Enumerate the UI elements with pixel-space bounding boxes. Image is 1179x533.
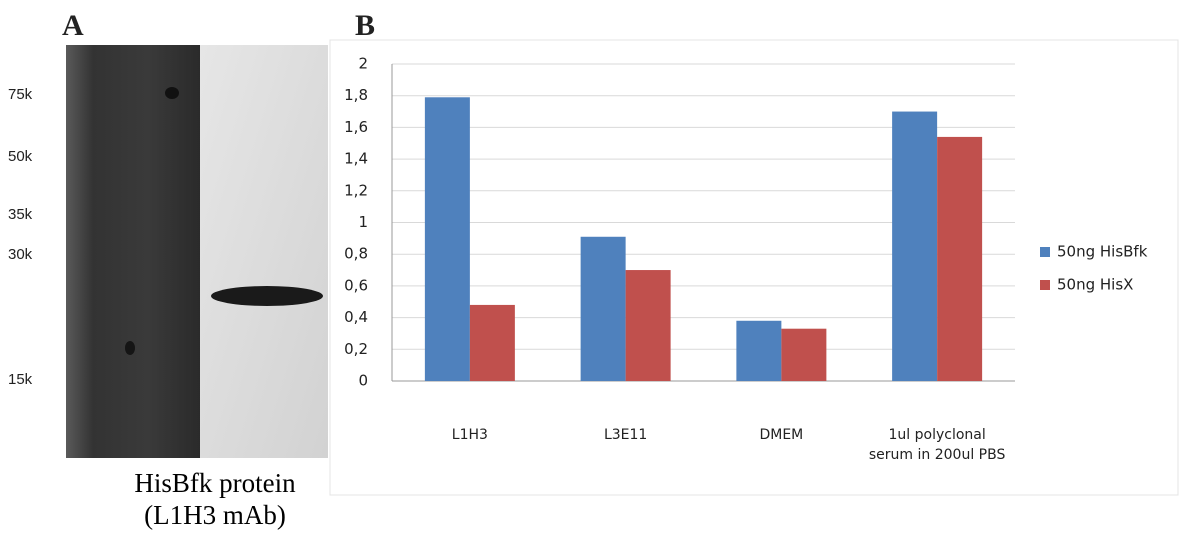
legend-swatch xyxy=(1040,247,1050,257)
y-tick-label: 0,6 xyxy=(344,276,368,294)
marker-label: 50k xyxy=(8,148,33,165)
page: A B 75k 50k 35k 30k 15k 0 0,2 0,4 0,6 0,8 1 1,2 1,4 1… xyxy=(0,0,1179,533)
blot-spot xyxy=(125,341,135,355)
y-tick-label: 1,4 xyxy=(344,150,368,168)
panel-label: A xyxy=(62,9,84,42)
blot-band xyxy=(211,286,323,306)
bar xyxy=(736,321,781,381)
x-tick-label: L3E11 xyxy=(556,425,696,445)
legend-swatch xyxy=(1040,280,1050,290)
caption: (L1H3 mAb) xyxy=(85,500,345,531)
bar xyxy=(781,329,826,381)
marker-label: 35k xyxy=(8,206,33,223)
y-tick-label: 0,8 xyxy=(344,245,368,263)
x-tick-label: L1H3 xyxy=(400,425,540,445)
marker-label: 75k xyxy=(8,86,33,103)
y-tick-label: 1 xyxy=(358,213,368,231)
y-tick-label: 0,4 xyxy=(344,308,368,326)
bar xyxy=(470,305,515,381)
y-tick-label: 2 xyxy=(358,55,368,73)
caption: HisBfk protein xyxy=(85,468,345,499)
bar xyxy=(581,237,626,381)
y-tick-label: 1,8 xyxy=(344,86,368,104)
marker-label: 15k xyxy=(8,371,33,388)
blot-lane-sample xyxy=(200,45,328,458)
legend-label: 50ng HisX xyxy=(1057,276,1133,294)
y-tick-label: 1,6 xyxy=(344,118,368,136)
y-tick-label: 0,2 xyxy=(344,340,368,358)
bar xyxy=(892,112,937,381)
marker-label: 30k xyxy=(8,246,33,263)
bar xyxy=(626,270,671,381)
blot-lane-marker xyxy=(66,45,202,458)
x-tick-label: DMEM xyxy=(711,425,851,445)
bar xyxy=(937,137,982,381)
bar xyxy=(425,97,470,381)
blot-spot xyxy=(165,87,179,99)
y-tick-label: 1,2 xyxy=(344,181,368,199)
y-tick-label: 0 xyxy=(358,372,368,390)
x-tick-label: 1ul polyclonal serum in 200ul PBS xyxy=(867,425,1007,465)
legend-label: 50ng HisBfk xyxy=(1057,243,1148,261)
panel-label: B xyxy=(355,9,375,42)
